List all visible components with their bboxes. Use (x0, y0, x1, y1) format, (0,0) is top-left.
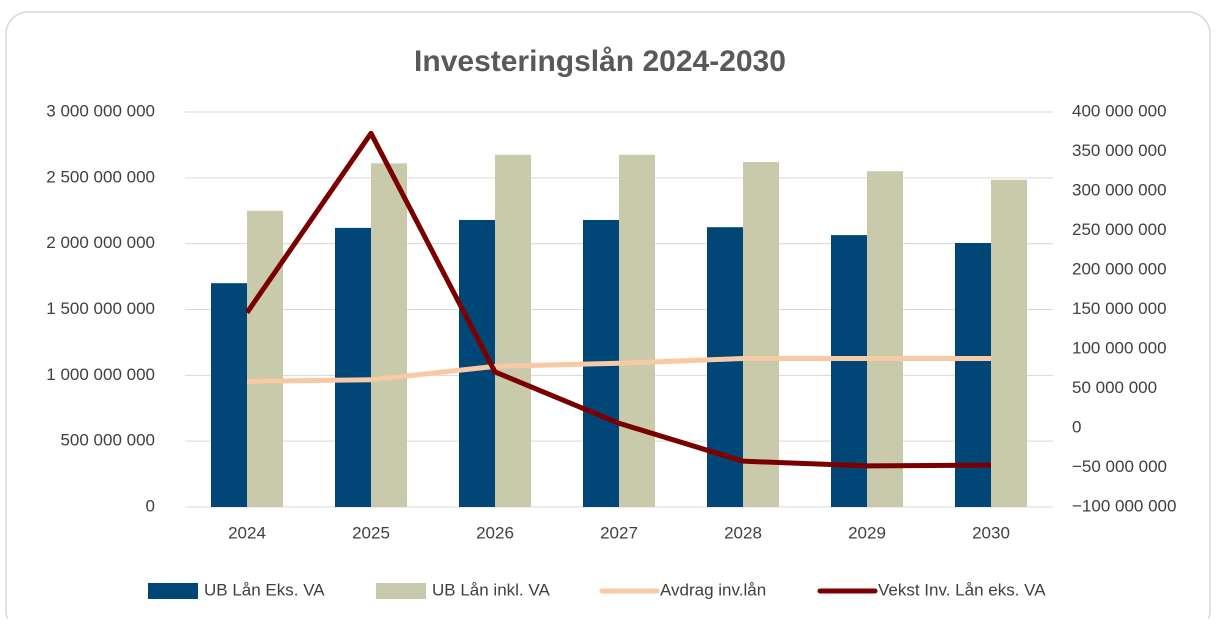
y2-tick-label: 50 000 000 (1072, 378, 1157, 397)
x-tick-label: 2024 (228, 523, 266, 542)
legend-swatch (148, 583, 198, 599)
y-tick-label: 1 000 000 000 (46, 365, 155, 384)
bar (619, 154, 655, 507)
y2-tick-label: 0 (1072, 417, 1081, 436)
x-tick-label: 2025 (352, 523, 390, 542)
legend-label: UB Lån Eks. VA (204, 580, 325, 599)
x-tick-label: 2030 (972, 523, 1010, 542)
line-series (246, 355, 991, 384)
y2-tick-label: 300 000 000 (1072, 180, 1167, 199)
y2-tick-label: −50 000 000 (1072, 457, 1167, 476)
bar (707, 227, 743, 508)
y-tick-label: 2 500 000 000 (46, 167, 155, 186)
chart-title: Investeringslån 2024-2030 (414, 45, 786, 78)
legend-label: UB Lån inkl. VA (432, 580, 550, 599)
bar (247, 210, 283, 507)
y-tick-label: 3 000 000 000 (46, 101, 155, 120)
y2-tick-label: −100 000 000 (1072, 496, 1176, 515)
y-tick-label: 500 000 000 (60, 431, 155, 450)
x-tick-label: 2027 (600, 523, 638, 542)
legend-swatch (376, 583, 426, 599)
line-series (244, 130, 992, 469)
bar (211, 283, 247, 507)
legend-label: Avdrag inv.lån (660, 580, 766, 599)
x-tick-label: 2029 (848, 523, 886, 542)
y2-tick-label: 350 000 000 (1072, 141, 1167, 160)
bar (867, 171, 903, 507)
bar (831, 235, 867, 507)
bar (335, 227, 371, 507)
y2-tick-label: 150 000 000 (1072, 299, 1167, 318)
y-tick-label: 2 000 000 000 (46, 233, 155, 252)
y2-tick-label: 400 000 000 (1072, 101, 1167, 120)
y-tick-label: 0 (146, 496, 155, 515)
y-tick-label: 1 500 000 000 (46, 299, 155, 318)
x-tick-label: 2028 (724, 523, 762, 542)
bar (371, 163, 407, 507)
bar (743, 162, 779, 508)
bar (991, 179, 1027, 507)
x-tick-label: 2026 (476, 523, 514, 542)
bar (495, 154, 531, 507)
y2-tick-label: 100 000 000 (1072, 338, 1167, 357)
legend-label: Vekst Inv. Lån eks. VA (878, 580, 1046, 599)
y2-tick-label: 200 000 000 (1072, 259, 1167, 278)
y2-tick-label: 250 000 000 (1072, 220, 1167, 239)
